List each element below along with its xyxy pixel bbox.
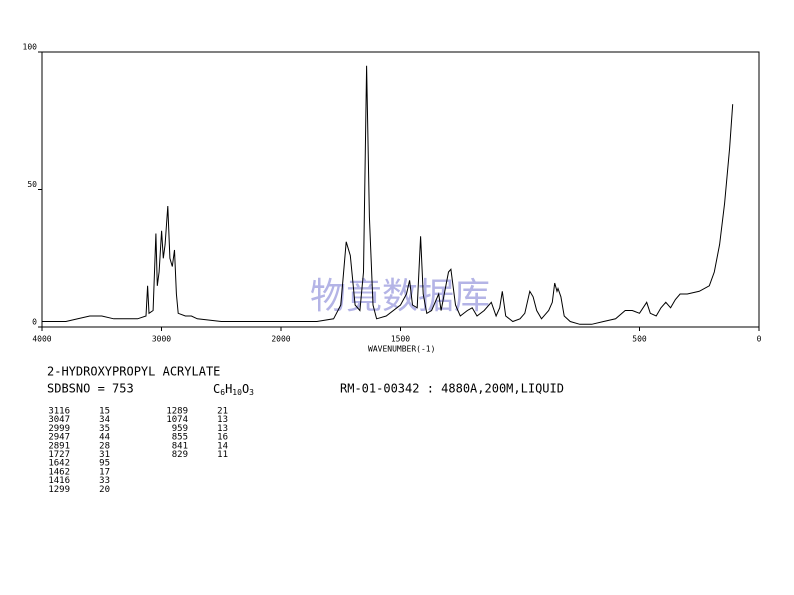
peak-intensity: 13 (217, 424, 228, 434)
peak-wavenumber: 1642 (48, 459, 70, 469)
peak-wavenumber: 1289 (166, 407, 188, 417)
peak-wavenumber: 2999 (48, 424, 70, 434)
peak-intensity: 44 (99, 433, 110, 443)
formula: C6H10O3 (213, 382, 254, 397)
x-tick-label: 3000 (152, 335, 171, 344)
peak-wavenumber: 855 (172, 433, 188, 443)
x-tick-label: 500 (632, 335, 647, 344)
peak-intensity: 33 (99, 476, 110, 486)
conditions: RM-01-00342 : 4880A,200M,LIQUID (340, 382, 564, 396)
peak-wavenumber: 3116 (48, 407, 70, 417)
peak-intensity: 16 (217, 433, 228, 443)
peak-intensity: 28 (99, 441, 110, 451)
compound-name: 2-HYDROXYPROPYL ACRYLATE (47, 365, 220, 379)
peak-wavenumber: 2947 (48, 433, 70, 443)
peak-wavenumber: 1299 (48, 485, 70, 495)
y-tick-label: 50 (27, 180, 37, 189)
peak-intensity: 11 (217, 450, 228, 460)
sdbs-number: SDBSNO = 753 (47, 382, 134, 396)
x-tick-label: 2000 (271, 335, 290, 344)
peak-wavenumber: 3047 (48, 415, 70, 425)
x-tick-label: 0 (757, 335, 762, 344)
peak-wavenumber: 2891 (48, 441, 70, 451)
spectrum-line (42, 65, 734, 325)
peak-intensity: 35 (99, 424, 110, 434)
watermark: 物竟数据库 (310, 276, 490, 317)
y-tick-label: 0 (32, 318, 37, 327)
peak-intensity: 13 (217, 415, 228, 425)
peak-intensity: 95 (99, 459, 110, 469)
peak-intensity: 15 (99, 407, 110, 417)
peak-intensity: 14 (217, 441, 228, 451)
peak-wavenumber: 841 (172, 441, 188, 451)
peak-wavenumber: 1462 (48, 467, 70, 477)
peak-intensity: 17 (99, 467, 110, 477)
peak-intensity: 21 (217, 407, 228, 417)
peak-wavenumber: 829 (172, 450, 188, 460)
x-tick-label: 1500 (391, 335, 410, 344)
peak-wavenumber: 1074 (166, 415, 188, 425)
peak-wavenumber: 1727 (48, 450, 70, 460)
peak-intensity: 34 (99, 415, 110, 425)
peak-wavenumber: 1416 (48, 476, 70, 486)
y-tick-label: 100 (23, 43, 38, 52)
peak-intensity: 31 (99, 450, 110, 460)
x-axis-label: WAVENUMBER(-1) (368, 345, 435, 354)
x-tick-label: 4000 (32, 335, 51, 344)
peak-wavenumber: 959 (172, 424, 188, 434)
peak-intensity: 20 (99, 485, 110, 495)
